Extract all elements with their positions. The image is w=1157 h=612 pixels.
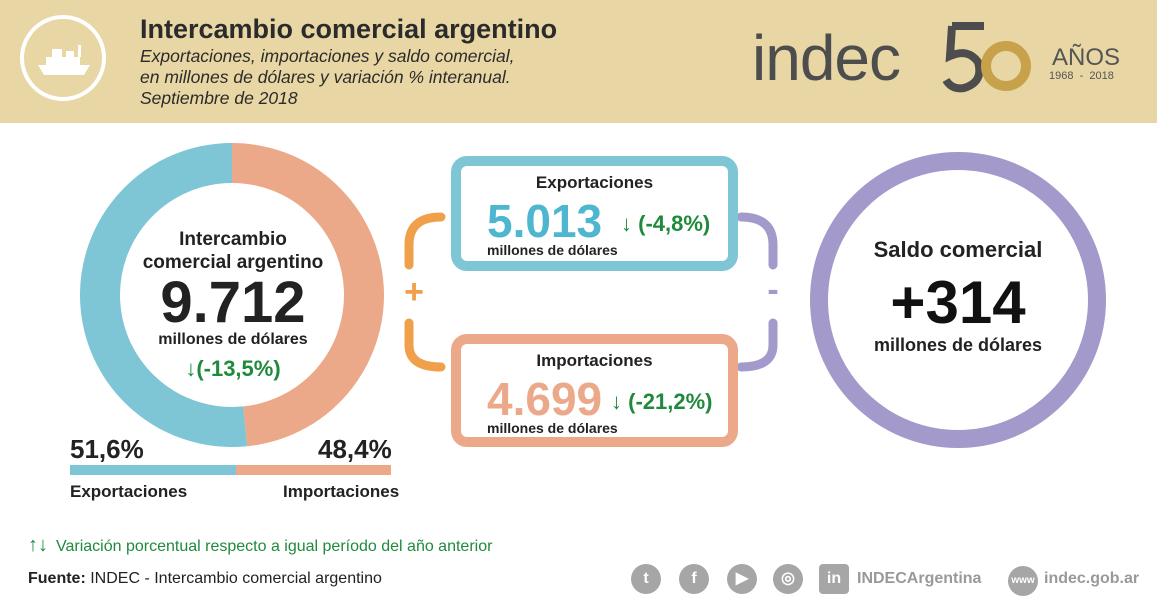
exports-card: Exportaciones 5.013 millones de dólares … <box>451 156 738 271</box>
legend-text: Variación porcentual respecto a igual pe… <box>56 538 493 555</box>
exports-share-bar <box>70 465 236 475</box>
variation-legend: ↑↓ Variación porcentual respecto a igual … <box>28 534 492 557</box>
up-down-arrows-icon: ↑↓ <box>28 534 48 556</box>
exports-share-name: Exportaciones <box>70 482 188 501</box>
page-subtitle: Exportaciones, importaciones y saldo com… <box>140 46 514 109</box>
logo-anos: AÑOS <box>1052 44 1121 71</box>
exports-variation: ↓ (-4,8%) <box>621 211 711 236</box>
imports-share-bar <box>236 465 391 475</box>
subtitle-line-3: Septiembre de 2018 <box>140 88 298 108</box>
total-unit: millones de dólares <box>158 331 308 348</box>
trade-donut-chart <box>80 143 384 447</box>
donut-exports-arc <box>80 143 248 447</box>
imports-value: 4.699 <box>487 373 603 425</box>
source-text: INDEC - Intercambio comercial argentino <box>85 570 382 587</box>
exports-value: 5.013 <box>487 195 603 247</box>
imports-variation: ↓ (-21,2%) <box>611 389 713 414</box>
indec-logo-text: indec <box>752 22 901 94</box>
imports-card: Importaciones 4.699 millones de dólares … <box>451 334 738 447</box>
source-note: Fuente: INDEC - Intercambio comercial ar… <box>28 570 382 588</box>
total-value: 9.712 <box>160 270 306 335</box>
plus-sign: + <box>404 273 424 311</box>
subtitle-line-1: Exportaciones, importaciones y saldo com… <box>140 46 515 66</box>
plus-bracket-top <box>404 212 446 270</box>
saldo-title: Saldo comercial <box>873 237 1043 262</box>
imports-share-name: Importaciones <box>283 482 400 501</box>
source-label: Fuente: <box>28 570 86 587</box>
website-link[interactable]: indec.gob.ar <box>1044 570 1140 587</box>
imports-title: Importaciones <box>536 351 653 370</box>
exports-title: Exportaciones <box>535 173 654 192</box>
exports-share-label: 51,6% <box>70 434 144 464</box>
ship-icon <box>20 15 106 101</box>
logo-years: 1968 - 2018 <box>1049 70 1114 82</box>
twitter-icon[interactable]: t <box>631 564 661 594</box>
header-banner: Intercambio comercial argentino Exportac… <box>0 0 1157 123</box>
operation-connectors: + - <box>404 212 779 372</box>
imports-unit: millones de dólares <box>487 420 618 436</box>
minus-sign: - <box>767 271 778 309</box>
exports-unit: millones de dólares <box>487 242 618 258</box>
minus-bracket-top <box>736 212 778 270</box>
page-title: Intercambio comercial argentino <box>140 14 558 44</box>
imports-share-label: 48,4% <box>318 434 392 464</box>
social-handle[interactable]: INDECArgentina <box>857 570 982 587</box>
total-variation: ↓(-13,5%) <box>185 356 281 381</box>
plus-bracket-bottom <box>404 318 446 372</box>
fifty-years-logo <box>942 22 1031 93</box>
minus-bracket-bottom <box>736 318 778 372</box>
globe-icon[interactable]: www <box>1008 566 1038 596</box>
linkedin-icon[interactable]: in <box>819 564 849 594</box>
facebook-icon[interactable]: f <box>679 564 709 594</box>
subtitle-line-2: en millones de dólares y variación % int… <box>140 67 511 87</box>
instagram-icon[interactable]: ◎ <box>773 564 803 594</box>
donut-imports-arc <box>231 143 384 447</box>
total-title: Intercambio comercial argentino <box>142 229 324 273</box>
youtube-icon[interactable]: ▶ <box>727 564 757 594</box>
saldo-unit: millones de dólares <box>873 335 1043 355</box>
saldo-value: +314 <box>890 269 1026 336</box>
